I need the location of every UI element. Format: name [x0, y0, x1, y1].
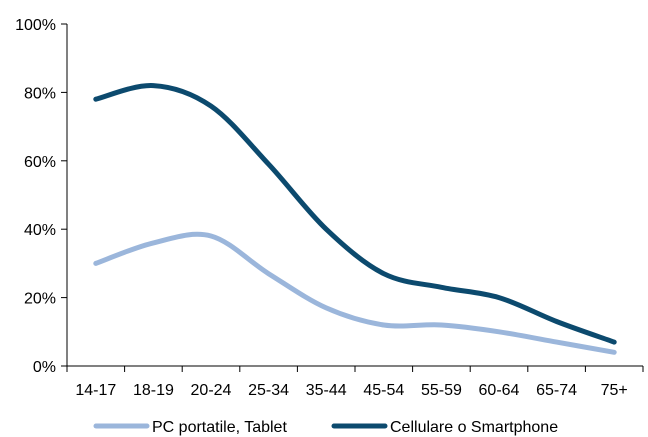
chart-axes: 0% 20% 40% 60% 80% 100% 14-17 18-19 20-24 25-34 35…	[15, 17, 644, 399]
x-tick-label: 55-59	[421, 382, 462, 399]
series-line-1	[93, 231, 617, 355]
y-tick-label: 0%	[33, 359, 56, 376]
legend-label-2: Cellulare o Smartphone	[390, 419, 558, 436]
y-tick-label: 60%	[24, 154, 56, 171]
x-tick-label: 60-64	[479, 382, 520, 399]
y-tick-label: 80%	[24, 85, 56, 102]
y-tick-label: 40%	[24, 222, 56, 239]
series-line-2	[93, 83, 617, 345]
x-tick-label: 20-24	[191, 382, 232, 399]
x-tick-label: 65-74	[536, 382, 577, 399]
x-tick-label: 25-34	[248, 382, 289, 399]
x-tick-label: 14-17	[75, 382, 116, 399]
x-tick-label: 18-19	[133, 382, 174, 399]
y-tick-label: 20%	[24, 291, 56, 308]
x-tick-label: 45-54	[363, 382, 404, 399]
chart-legend: PC portatile, Tablet Cellulare o Smartpho…	[93, 419, 558, 436]
legend-label-1: PC portatile, Tablet	[152, 419, 287, 436]
x-tick-label: 35-44	[306, 382, 347, 399]
chart-series	[93, 83, 617, 355]
x-tick-label: 75+	[601, 382, 628, 399]
y-tick-label: 100%	[15, 17, 56, 34]
